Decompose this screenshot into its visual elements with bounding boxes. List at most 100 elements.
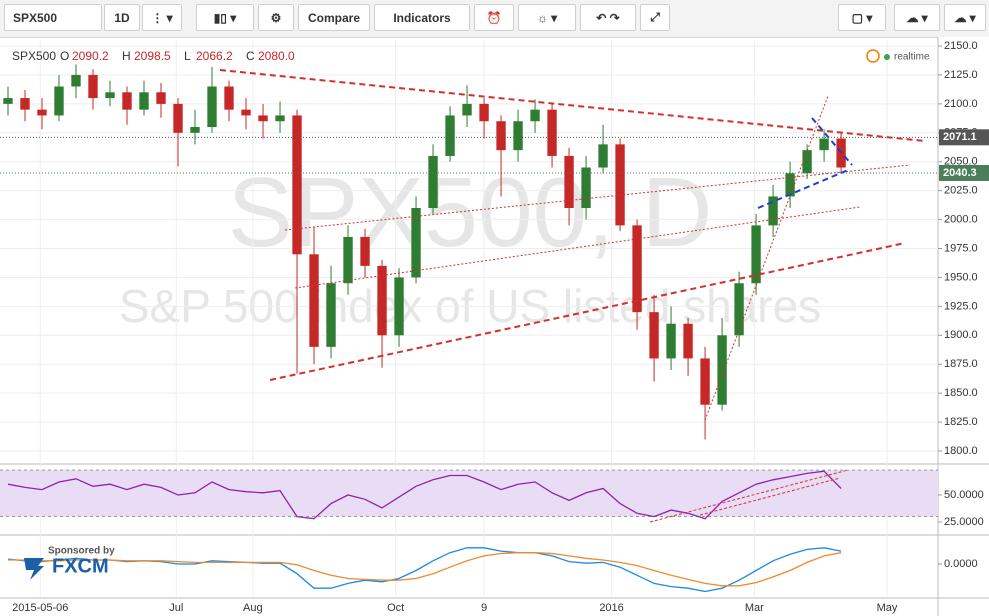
candle-body: [819, 138, 829, 151]
y-tick-label: 2100.0: [944, 98, 978, 110]
trendline: [269, 242, 906, 381]
toolbar: SPX500 1D ⋮ ▾ ▮▯ ▾ ⚙ Compare Indicators …: [0, 0, 989, 38]
y-tick-label: 2000.0: [944, 213, 978, 225]
candle-body: [496, 121, 506, 151]
candle-body: [802, 150, 812, 174]
chart: SPX500, D S&P 500 index of US listed sha…: [0, 37, 989, 616]
candle-body: [139, 92, 149, 110]
legend-key: L: [184, 49, 191, 63]
y-tick-label: 1825.0: [944, 416, 978, 428]
y-tick-label: 2150.0: [944, 40, 978, 52]
y-tick-label: 0.0000: [944, 558, 978, 570]
x-tick-label: Jul: [169, 602, 183, 614]
idea-button[interactable]: ☼ ▾: [518, 4, 576, 31]
price-label-bg: [939, 129, 989, 146]
candle-body: [445, 115, 455, 156]
candle-body: [598, 144, 608, 168]
candle-body: [649, 312, 659, 359]
settings-button[interactable]: ⚙: [258, 4, 294, 31]
y-tick-label: 2125.0: [944, 69, 978, 81]
candle-body: [530, 109, 540, 122]
rsi-band: [0, 470, 938, 517]
y-tick-label: 1875.0: [944, 358, 978, 370]
candle-body: [71, 74, 81, 87]
chart-style[interactable]: ▮▯ ▾: [196, 4, 254, 31]
candle-body: [37, 109, 47, 116]
candle-body: [326, 283, 336, 347]
candle-body: [632, 225, 642, 313]
y-tick-label: 1925.0: [944, 300, 978, 312]
candle-body: [156, 92, 166, 104]
candle-body: [292, 115, 302, 255]
undo-redo[interactable]: ↶ ↷: [580, 4, 636, 31]
candle-body: [411, 208, 421, 278]
candle-body: [564, 155, 574, 209]
y-tick-label: 1950.0: [944, 271, 978, 283]
candle-body: [20, 98, 30, 110]
trendline: [649, 469, 849, 523]
candle-body: [666, 323, 676, 359]
candle-body: [309, 254, 319, 347]
x-tick-label: 9: [481, 602, 487, 614]
candle-body: [258, 115, 268, 122]
candle-body: [360, 236, 370, 266]
candle-body: [700, 358, 710, 405]
candle-body: [785, 173, 795, 197]
save-button[interactable]: ☁ ▾: [894, 4, 940, 31]
sponsor-logo: [24, 558, 44, 580]
alert-button[interactable]: ⏰: [474, 4, 514, 31]
candle-body: [377, 265, 387, 336]
legend-key: O: [60, 49, 69, 63]
y-tick-label: 1900.0: [944, 329, 978, 341]
trendlines: [219, 69, 926, 523]
candle-body: [683, 323, 693, 359]
y-tick-label: 1850.0: [944, 387, 978, 399]
price-label: 2040.3: [943, 167, 977, 179]
interval-button[interactable]: 1D: [104, 4, 140, 31]
price-label-bg: [939, 164, 989, 181]
y-tick-label: 25.0000: [944, 516, 984, 528]
indicators-button[interactable]: Indicators: [374, 4, 470, 31]
x-tick-label: 2015-05-06: [12, 602, 68, 614]
candle-body: [717, 335, 727, 405]
load-button[interactable]: ☁ ▾: [944, 4, 986, 31]
candle-body: [105, 92, 115, 99]
legend-key: C: [246, 49, 255, 63]
candle-body: [207, 86, 217, 128]
candle-body: [275, 115, 285, 122]
fullscreen-button[interactable]: ⤢: [640, 4, 670, 31]
candle-body: [394, 277, 404, 336]
candle-body: [54, 86, 64, 116]
candle-body: [224, 86, 234, 110]
x-tick-label: 2016: [599, 602, 623, 614]
trendline: [699, 477, 841, 516]
legend-value: 2066.2: [196, 49, 233, 63]
trendline: [219, 69, 926, 142]
y-tick-label: 1800.0: [944, 445, 978, 457]
y-tick-label: 2025.0: [944, 185, 978, 197]
candle-body: [122, 92, 132, 110]
candle-body: [88, 74, 98, 99]
trendline: [811, 117, 853, 166]
color-button[interactable]: ▢ ▾: [838, 4, 886, 31]
trendline: [757, 169, 849, 209]
candle-body: [479, 103, 489, 122]
symbol-button[interactable]: SPX500: [4, 4, 102, 31]
status-dot: [884, 54, 890, 60]
candle-body: [547, 109, 557, 156]
candle-body: [462, 103, 472, 116]
trendline: [704, 95, 829, 421]
compare-button[interactable]: Compare: [298, 4, 370, 31]
candle-body: [615, 144, 625, 226]
legend-symbol: SPX500: [12, 49, 56, 63]
candle-body: [768, 196, 778, 226]
candle-body: [343, 236, 353, 284]
candle-body: [581, 167, 591, 209]
price-label: 2071.1: [943, 131, 977, 143]
legend-value: 2090.2: [72, 49, 109, 63]
interval-menu[interactable]: ⋮ ▾: [142, 4, 182, 31]
candle-body: [428, 155, 438, 209]
x-tick-label: Mar: [745, 602, 764, 614]
y-tick-label: 1975.0: [944, 242, 978, 254]
